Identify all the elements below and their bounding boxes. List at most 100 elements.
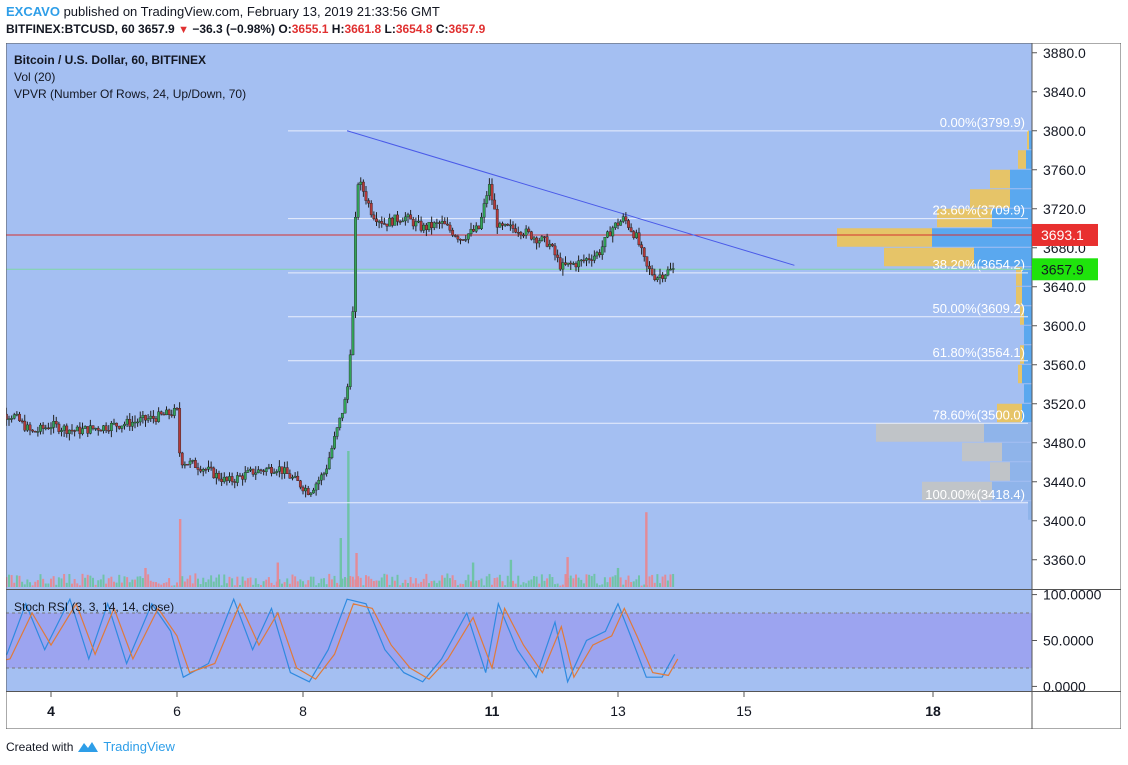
vpvr-up-bar xyxy=(992,208,1032,228)
candle-body xyxy=(566,262,570,265)
candle-body xyxy=(233,481,237,483)
fib-label: 50.00%(3609.2) xyxy=(932,301,1025,316)
candle-body xyxy=(406,214,410,218)
candle-body xyxy=(535,237,539,244)
volume-bar xyxy=(462,584,465,587)
candle-body xyxy=(283,467,287,474)
volume-bar xyxy=(236,576,239,587)
volume-bar xyxy=(422,578,425,587)
candle-body xyxy=(285,467,289,474)
candle-body xyxy=(558,257,562,270)
volume-bar xyxy=(480,578,483,587)
tradingview-brand[interactable]: TradingView xyxy=(103,739,175,754)
volume-bar xyxy=(582,583,585,587)
candle-body xyxy=(440,221,444,224)
vpvr-down-bar xyxy=(937,208,992,228)
candle-body xyxy=(456,236,460,240)
vpvr-down-bar xyxy=(1020,345,1024,364)
volume-bar xyxy=(522,582,525,587)
candle-body xyxy=(367,200,371,204)
vpvr-down-bar xyxy=(922,481,992,501)
volume-bar xyxy=(315,585,318,587)
volume-bar xyxy=(596,583,598,587)
candle-body xyxy=(235,475,239,483)
price-chart[interactable]: 0.00%(3799.9) 23.60%(3709.9) 38.20%(3654.2… xyxy=(0,42,1122,730)
volume-bar xyxy=(252,584,255,587)
volume-spike xyxy=(347,451,350,587)
vpvr-down-bar xyxy=(876,423,984,442)
candle-body xyxy=(298,480,302,488)
current-price-label: 3657.9 xyxy=(1041,261,1084,277)
volume-bar xyxy=(84,577,87,587)
volume-bar xyxy=(199,584,202,587)
volume-bar xyxy=(370,578,373,587)
axes: 3880.03840.03800.03760.03720.03680.03640… xyxy=(5,42,1122,730)
volume-bar xyxy=(622,584,625,587)
volume-bar xyxy=(554,584,556,587)
candle-body xyxy=(359,181,363,185)
volume-bar xyxy=(210,575,213,587)
candle-body xyxy=(634,232,638,238)
stoch-rsi-lines xyxy=(0,597,1032,684)
candle-body xyxy=(571,263,575,265)
candle-body xyxy=(96,427,100,431)
candle-body xyxy=(351,311,355,356)
volume-bar xyxy=(244,580,247,587)
volume-bar xyxy=(372,581,375,587)
volume-bar xyxy=(344,577,346,587)
candle-body xyxy=(346,386,350,400)
volume-bar xyxy=(291,574,294,587)
candle-body xyxy=(495,208,499,228)
volume-bar xyxy=(391,576,394,587)
candle-body xyxy=(162,413,166,416)
candle-body xyxy=(548,243,552,247)
candle-body xyxy=(330,448,334,458)
volume-spike xyxy=(355,553,358,587)
volume-bar xyxy=(278,579,281,587)
vpvr-down-bar xyxy=(990,169,1010,189)
volume-spike xyxy=(144,567,147,587)
candle-body xyxy=(28,424,32,431)
candle-body xyxy=(309,492,313,495)
candle-body xyxy=(574,263,578,268)
volume-bar xyxy=(283,582,286,587)
candle-body xyxy=(556,254,560,258)
candle-body xyxy=(241,475,245,480)
volume-bar xyxy=(36,580,39,587)
candle-body xyxy=(595,252,599,257)
volume-bar xyxy=(63,573,66,587)
candle-body xyxy=(669,268,672,271)
author-name[interactable]: EXCAVO xyxy=(6,4,60,19)
candle-body xyxy=(658,274,662,278)
volume-bar xyxy=(97,580,100,587)
candle-body xyxy=(207,466,210,470)
volume-bar xyxy=(105,583,108,587)
volume-bar xyxy=(446,573,449,587)
volume-bar xyxy=(362,585,365,587)
volume-bar xyxy=(559,585,562,587)
volume-bar xyxy=(543,580,546,587)
volume-bar xyxy=(519,584,522,587)
candle-body xyxy=(448,224,452,231)
volume-bar xyxy=(548,574,551,587)
vpvr-up-bar xyxy=(1024,345,1032,364)
marked-price-badge-bg xyxy=(1032,223,1098,246)
volume-bar xyxy=(44,583,47,587)
chart-title: Bitcoin / U.S. Dollar, 60, BITFINEX xyxy=(14,53,206,67)
candle-body xyxy=(180,452,184,466)
volume-bar xyxy=(113,581,115,587)
candle-body xyxy=(36,431,40,433)
volume-bar xyxy=(202,577,205,587)
vpvr-up-bar xyxy=(1022,364,1032,384)
candle-body xyxy=(522,234,525,237)
candle-body xyxy=(228,476,231,481)
volume-bar xyxy=(8,574,10,587)
volume-bar xyxy=(517,575,520,587)
candle-body xyxy=(312,489,315,494)
chart-container[interactable]: 0.00%(3799.9) 23.60%(3709.9) 38.20%(3654.2… xyxy=(0,42,1122,730)
volume-bar xyxy=(123,576,126,587)
candle-body xyxy=(296,475,300,481)
volume-bar xyxy=(357,576,360,587)
candle-body xyxy=(327,457,331,470)
candle-body xyxy=(41,424,45,429)
